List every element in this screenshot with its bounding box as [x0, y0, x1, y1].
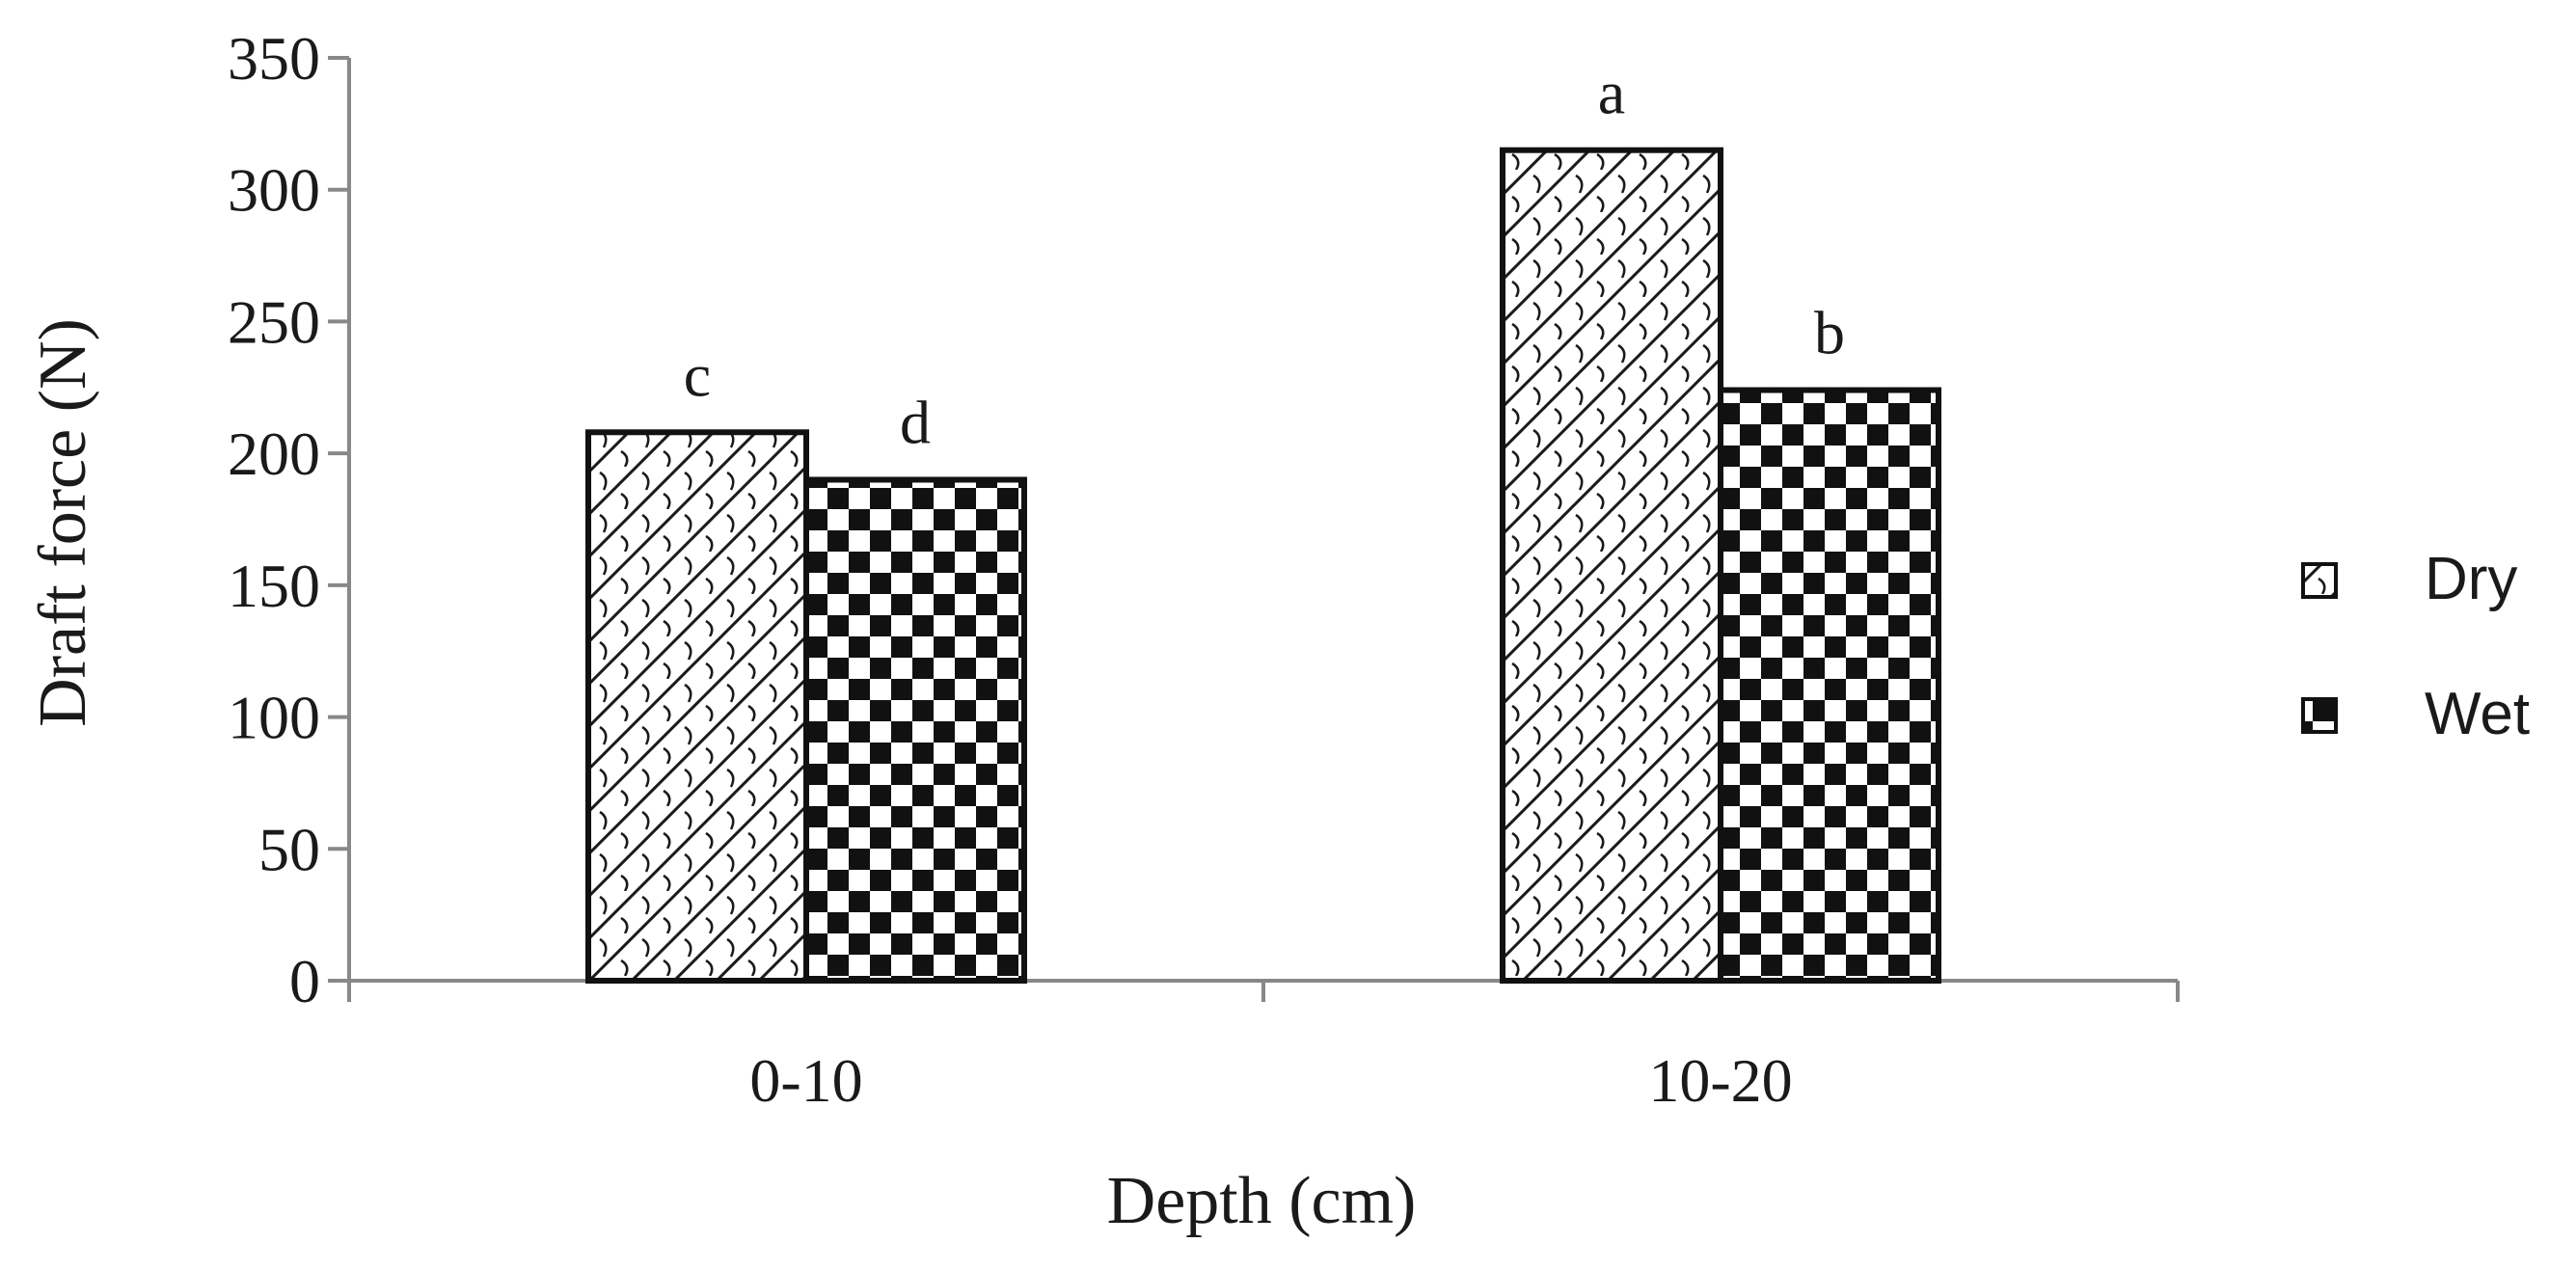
bar-wet-1: [803, 476, 1027, 984]
legend-swatch-wet: [2301, 697, 2338, 734]
y-tick-label: 0: [289, 947, 320, 1015]
bar-dry-1: [585, 429, 809, 985]
bar-label: b: [1814, 299, 1845, 367]
y-axis: 0 50 100 150 200 250 300 350: [228, 24, 351, 1015]
legend-swatch-dry: [2301, 562, 2338, 599]
y-tick-label: 150: [228, 552, 320, 620]
bar-dry-2: [1500, 147, 1723, 984]
legend: Dry Wet: [2301, 546, 2530, 747]
y-tick-label: 100: [228, 684, 320, 752]
y-tick-label: 200: [228, 419, 320, 488]
bars-group: [585, 147, 1941, 985]
y-tick-label: 50: [258, 815, 320, 883]
significance-labels: c d a b: [684, 59, 1845, 457]
y-tick-label: 300: [228, 156, 320, 225]
x-tick-label: 0-10: [749, 1046, 862, 1115]
bar-label: d: [900, 388, 931, 456]
y-tick-label: 250: [228, 287, 320, 356]
x-axis-title: Depth (cm): [1107, 1164, 1417, 1238]
x-axis: 0-10 10-20: [347, 979, 2180, 1115]
legend-label-dry: Dry: [2425, 546, 2517, 612]
y-tick-label: 350: [228, 24, 320, 93]
bar-label: c: [684, 340, 711, 409]
legend-label-wet: Wet: [2425, 681, 2530, 747]
bar-wet-2: [1718, 387, 1941, 984]
bar-label: a: [1598, 59, 1625, 127]
x-tick-label: 10-20: [1648, 1046, 1792, 1115]
y-axis-title: Draft force (N): [26, 318, 100, 727]
